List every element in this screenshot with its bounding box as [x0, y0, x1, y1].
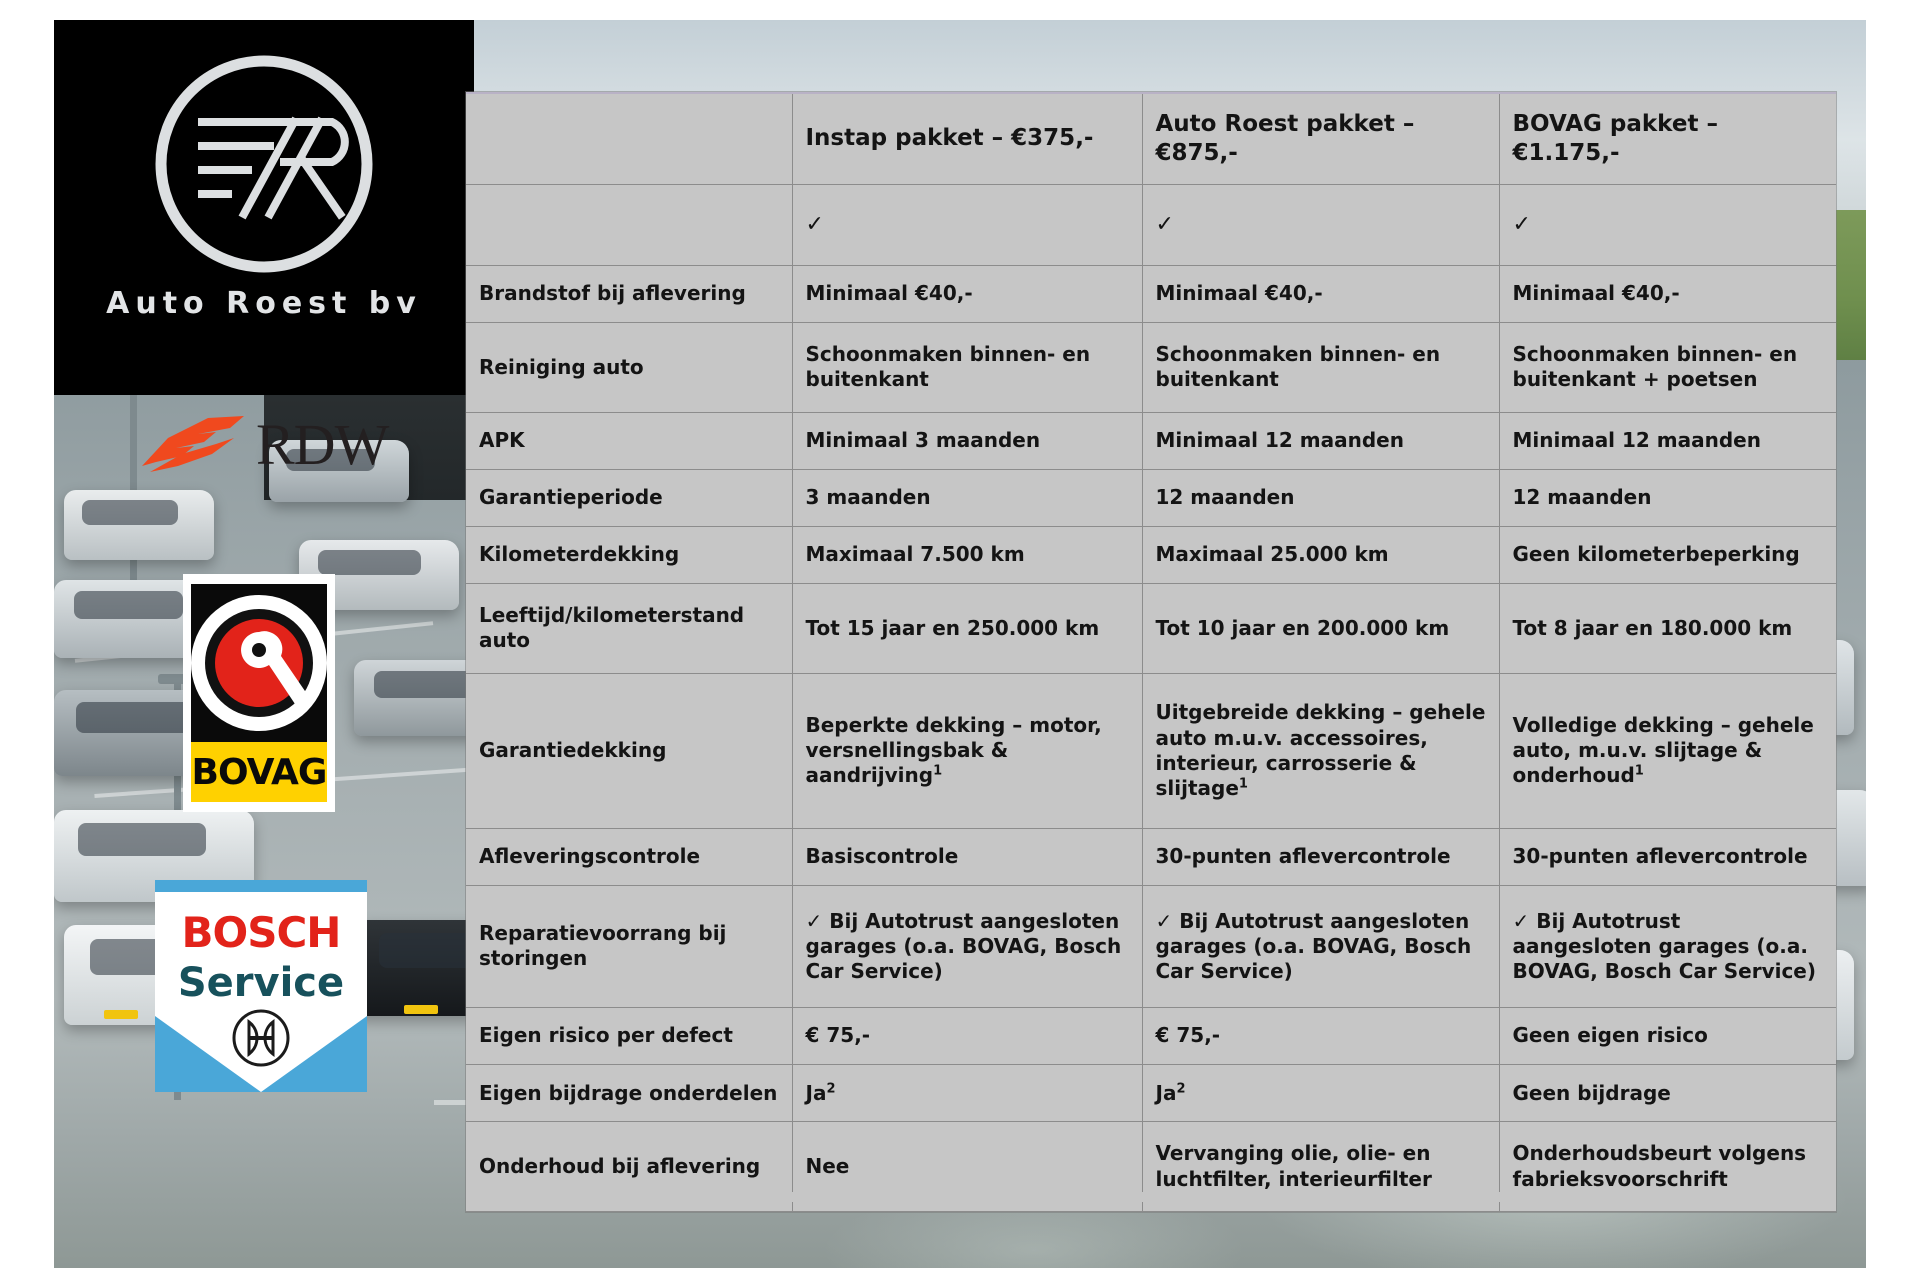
table-cell: Tot 15 jaar en 250.000 km [792, 583, 1143, 674]
table-cell: Schoonmaken binnen- en buitenkant [792, 322, 1143, 413]
header-bovag-pakket: BOVAG pakket – €1.175,- [1499, 91, 1836, 185]
bosch-service-label: Service [177, 960, 345, 1006]
bovag-logo: BOVAG [183, 574, 335, 812]
table-row: Reparatievoorrang bij storingen ✓ Bij Aut… [466, 885, 1836, 1009]
table-header-row: Instap pakket – €375,- Auto Roest pakket… [466, 91, 1836, 185]
row-label: Reparatievoorrang bij storingen [466, 885, 793, 1009]
header-instap-pakket: Instap pakket – €375,- [792, 91, 1143, 185]
row-label: Eigen risico per defect [466, 1007, 793, 1066]
table-row: Brandstof bij aflevering Minimaal €40,- Mi… [466, 265, 1836, 324]
lamp-head [158, 674, 198, 684]
table-cell: € 75,- [792, 1007, 1143, 1066]
row-label: Eigen bijdrage onderdelen [466, 1064, 793, 1123]
table-row: Reiniging auto Schoonmaken binnen- en bui… [466, 322, 1836, 413]
check-icon: ✓ [1499, 184, 1836, 266]
table-cell: Geen bijdrage [1499, 1064, 1836, 1123]
table-cell: Minimaal 12 maanden [1499, 412, 1836, 470]
table-row: Kilometerdekking Maximaal 7.500 km Maximaa… [466, 526, 1836, 585]
table-cell: 3 maanden [792, 469, 1143, 528]
table-row: Eigen bijdrage onderdelen Ja2 Ja2 Geen bijd… [466, 1064, 1836, 1123]
table-row-checkmarks: ✓ ✓ ✓ [466, 184, 1836, 266]
table-cell: ✓ Bij Autotrust aangesloten garages (o.a… [1499, 885, 1836, 1009]
table-cell: Schoonmaken binnen- en buitenkant + poet… [1499, 322, 1836, 413]
check-icon: ✓ [792, 184, 1143, 266]
table-row: Leeftijd/kilometerstand auto Tot 15 jaar … [466, 583, 1836, 674]
license-plate [104, 1010, 138, 1019]
table-row: APK Minimaal 3 maanden Minimaal 12 maanden… [466, 412, 1836, 470]
table-cell: 30-punten aflevercontrole [1142, 828, 1500, 886]
rdw-wing-icon [142, 416, 244, 472]
row-label [466, 184, 793, 266]
bosch-car-service-logo: BOSCH Service [155, 880, 367, 1092]
table-cell: Ja2 [1142, 1064, 1500, 1123]
header-blank [466, 91, 793, 185]
parked-car [64, 490, 214, 560]
bovag-emblem [191, 584, 327, 742]
table-cell: Minimaal 12 maanden [1142, 412, 1500, 470]
table-row: Afleveringscontrole Basiscontrole 30-punte… [466, 828, 1836, 886]
table-cell: Ja2 [792, 1064, 1143, 1123]
bosch-armature-icon [232, 1009, 290, 1067]
auto-roest-monogram-icon [155, 55, 373, 273]
table-cell: Minimaal 3 maanden [792, 412, 1143, 470]
table-cell: ✓ Bij Autotrust aangesloten garages (o.a… [792, 885, 1143, 1009]
row-label: Garantiedekking [466, 673, 793, 829]
row-label: Leeftijd/kilometerstand auto [466, 583, 793, 674]
lamp-post [130, 320, 137, 620]
table-cell: Tot 10 jaar en 200.000 km [1142, 583, 1500, 674]
parked-car [269, 440, 409, 502]
brand-logo-panel: Auto Roest bv [54, 20, 474, 395]
row-label: Reiniging auto [466, 322, 793, 413]
table-cell: 12 maanden [1499, 469, 1836, 528]
table-body: ✓ ✓ ✓ Brandstof bij aflevering Minimaal €40,… [466, 184, 1836, 1212]
table-cell: Maximaal 7.500 km [792, 526, 1143, 585]
table-cell: Basiscontrole [792, 828, 1143, 886]
package-comparison-table: Instap pakket – €375,- Auto Roest pakket… [466, 91, 1836, 1212]
table-bottom-band [466, 1192, 1836, 1202]
table-cell: ✓ Bij Autotrust aangesloten garages (o.a… [1142, 885, 1500, 1009]
bovag-label: BOVAG [191, 751, 328, 793]
table-cell: Geen kilometerbeperking [1499, 526, 1836, 585]
table-cell: Uitgebreide dekking – gehele auto m.u.v.… [1142, 673, 1500, 829]
table-row: Garantieperiode 3 maanden 12 maanden 12 maa… [466, 469, 1836, 528]
row-label: Kilometerdekking [466, 526, 793, 585]
rdw-logo: RDW [138, 404, 410, 484]
table-cell: Maximaal 25.000 km [1142, 526, 1500, 585]
package-comparison-table-container: Instap pakket – €375,- Auto Roest pakket… [466, 91, 1836, 1212]
table-cell: Tot 8 jaar en 180.000 km [1499, 583, 1836, 674]
table-cell: Minimaal €40,- [1499, 265, 1836, 324]
brand-wordmark: Auto Roest bv [106, 286, 422, 321]
table-row: Garantiedekking Beperkte dekking – motor,… [466, 673, 1836, 829]
table-cell: Volledige dekking – gehele auto, m.u.v. … [1499, 673, 1836, 829]
table-cell: Geen eigen risico [1499, 1007, 1836, 1066]
bovag-key-icon [191, 595, 327, 731]
license-plate [404, 1005, 438, 1014]
rdw-label: RDW [256, 411, 389, 477]
row-label: APK [466, 412, 793, 470]
table-row: Eigen risico per defect € 75,- € 75,- Geen … [466, 1007, 1836, 1066]
table-cell: 30-punten aflevercontrole [1499, 828, 1836, 886]
row-label: Garantieperiode [466, 469, 793, 528]
table-cell: Minimaal €40,- [792, 265, 1143, 324]
check-icon: ✓ [1142, 184, 1500, 266]
table-cell: Minimaal €40,- [1142, 265, 1500, 324]
row-label: Afleveringscontrole [466, 828, 793, 886]
table-cell: € 75,- [1142, 1007, 1500, 1066]
bosch-label: BOSCH [181, 908, 342, 957]
row-label: Brandstof bij aflevering [466, 265, 793, 324]
table-cell: Beperkte dekking – motor, versnellingsba… [792, 673, 1143, 829]
table-cell: Schoonmaken binnen- en buitenkant [1142, 322, 1500, 413]
header-auto-roest-pakket: Auto Roest pakket – €875,- [1142, 91, 1500, 185]
table-cell: 12 maanden [1142, 469, 1500, 528]
